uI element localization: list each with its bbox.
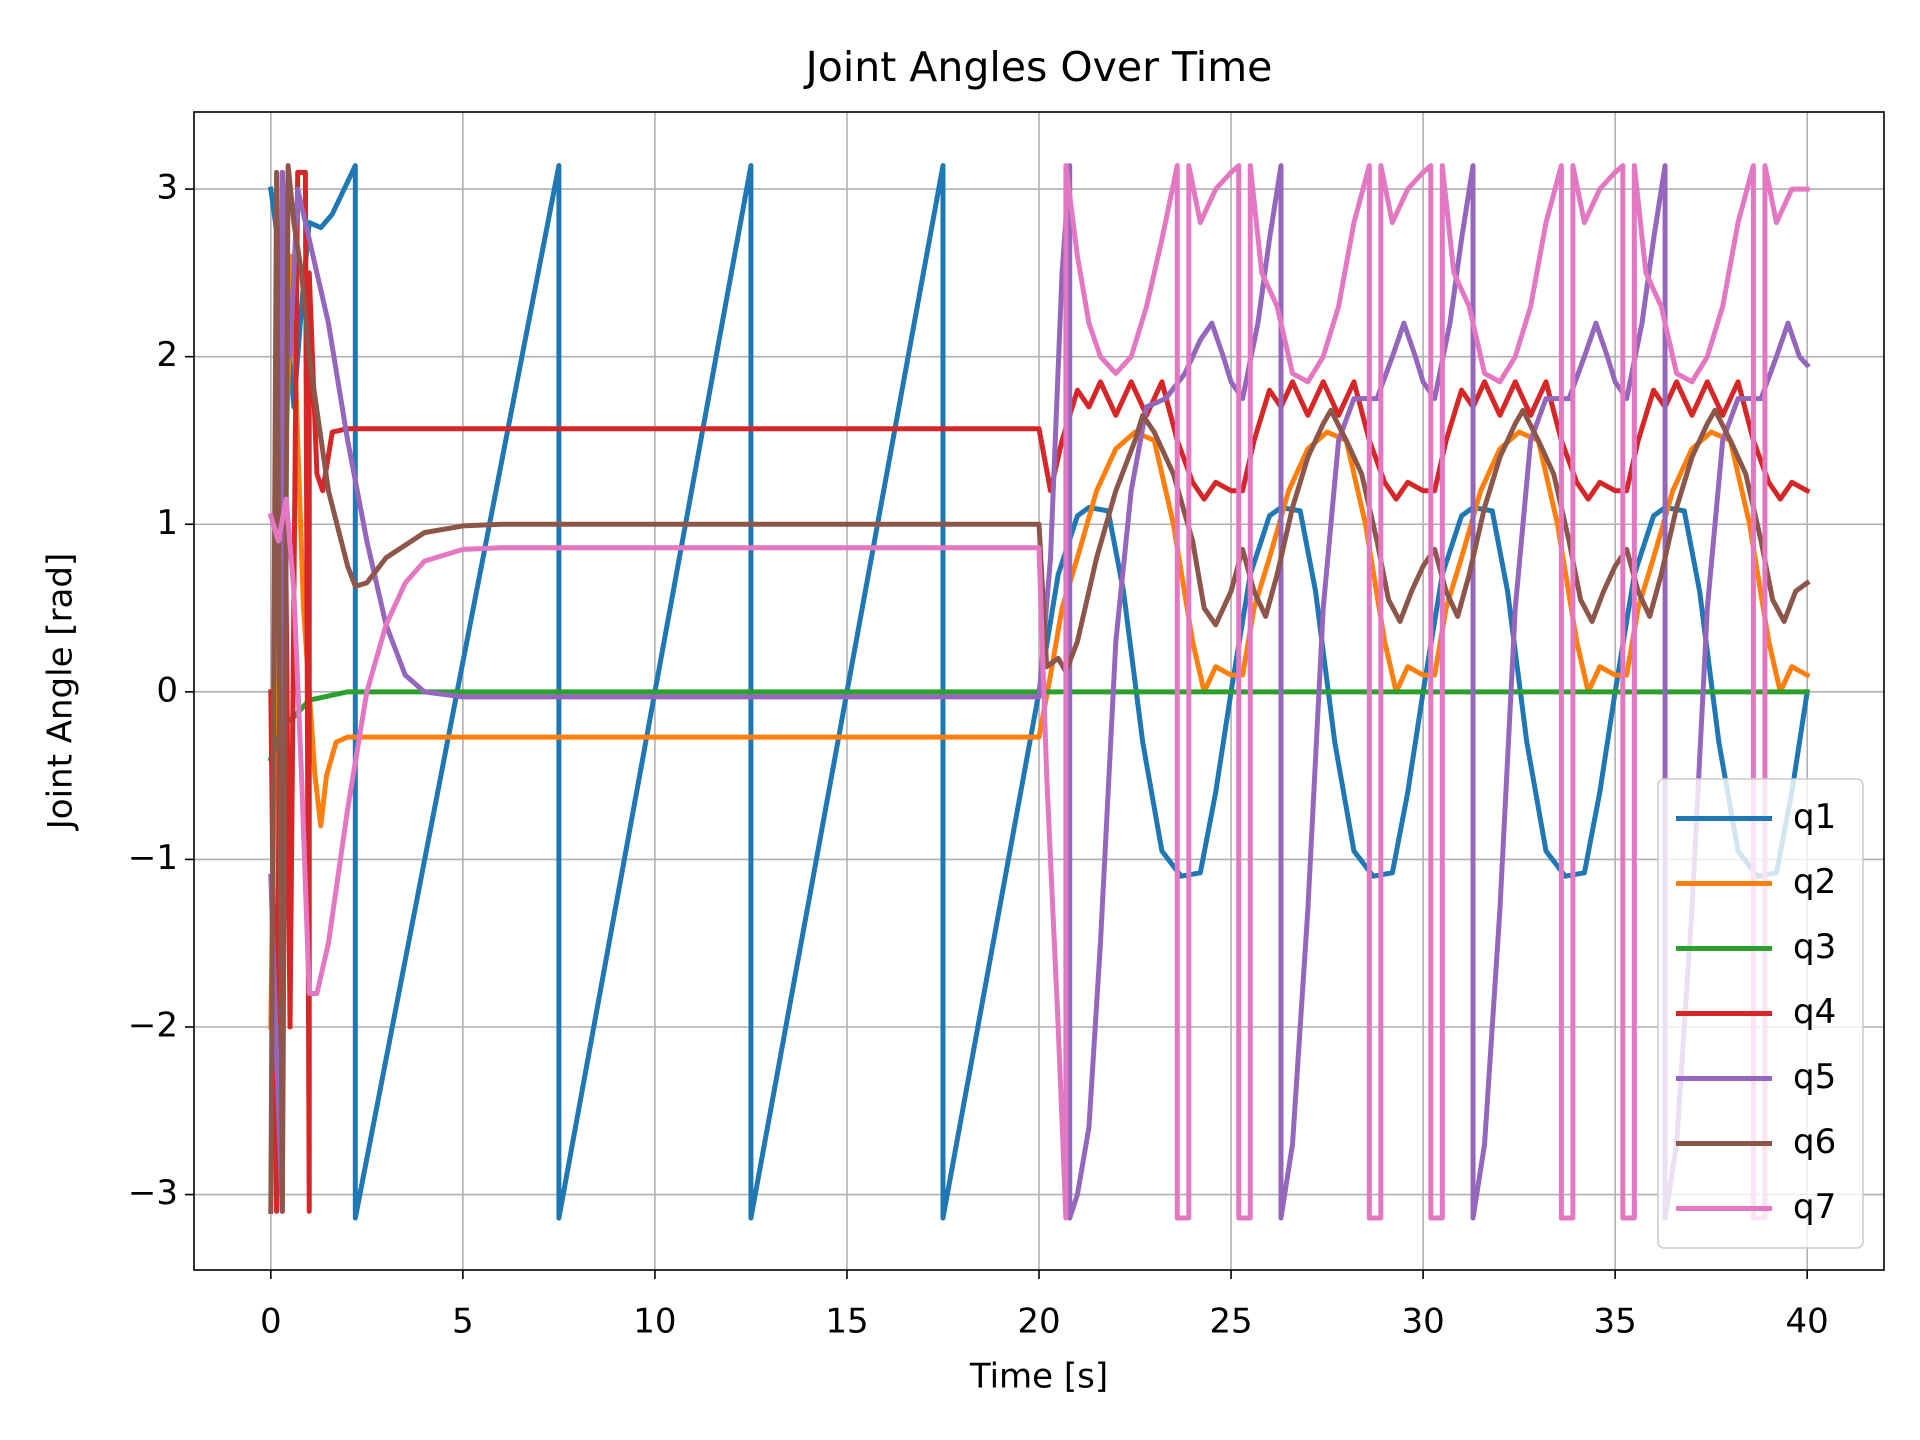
x-axis-label: Time [s] — [969, 1357, 1108, 1397]
legend: q1 q2 q3 q4 q5 q6 q7 — [1657, 778, 1864, 1249]
y-tick-label: −3 — [128, 1173, 178, 1213]
series-line — [268, 169, 1811, 1214]
legend-label: q3 — [1793, 927, 1836, 967]
legend-label: q6 — [1793, 1122, 1836, 1162]
x-tick-label: 15 — [825, 1302, 868, 1342]
legend-label: q2 — [1793, 862, 1836, 902]
x-tick-label: 30 — [1401, 1302, 1444, 1342]
axes: 0 5 10 15 20 25 30 35 40 −3 −2 −1 0 1 2 3 — [128, 168, 1829, 1342]
x-tick-label: 35 — [1594, 1302, 1637, 1342]
x-tick-label: 25 — [1209, 1302, 1252, 1342]
y-tick-label: 1 — [156, 503, 178, 543]
legend-label: q7 — [1793, 1187, 1836, 1227]
plot-lines — [267, 163, 1811, 1221]
legend-label: q1 — [1793, 797, 1836, 837]
legend-label: q5 — [1793, 1057, 1836, 1097]
series-line — [268, 163, 1811, 1221]
x-tick-label: 10 — [633, 1302, 676, 1342]
legend-label: q4 — [1793, 992, 1836, 1032]
series-line — [268, 163, 1811, 1214]
x-tick-label: 20 — [1017, 1302, 1060, 1342]
y-tick-label: 0 — [156, 670, 178, 710]
y-tick-label: 3 — [156, 168, 178, 208]
chart-title: Joint Angles Over Time — [803, 43, 1273, 91]
y-axis-label: Joint Angle [rad] — [41, 553, 81, 831]
y-tick-label: −2 — [128, 1006, 178, 1046]
x-tick-label: 0 — [260, 1302, 282, 1342]
y-tick-label: 2 — [156, 335, 178, 375]
y-tick-label: −1 — [128, 838, 178, 878]
x-tick-label: 40 — [1786, 1302, 1829, 1342]
series-line — [267, 163, 1810, 1221]
x-tick-label: 5 — [452, 1302, 474, 1342]
